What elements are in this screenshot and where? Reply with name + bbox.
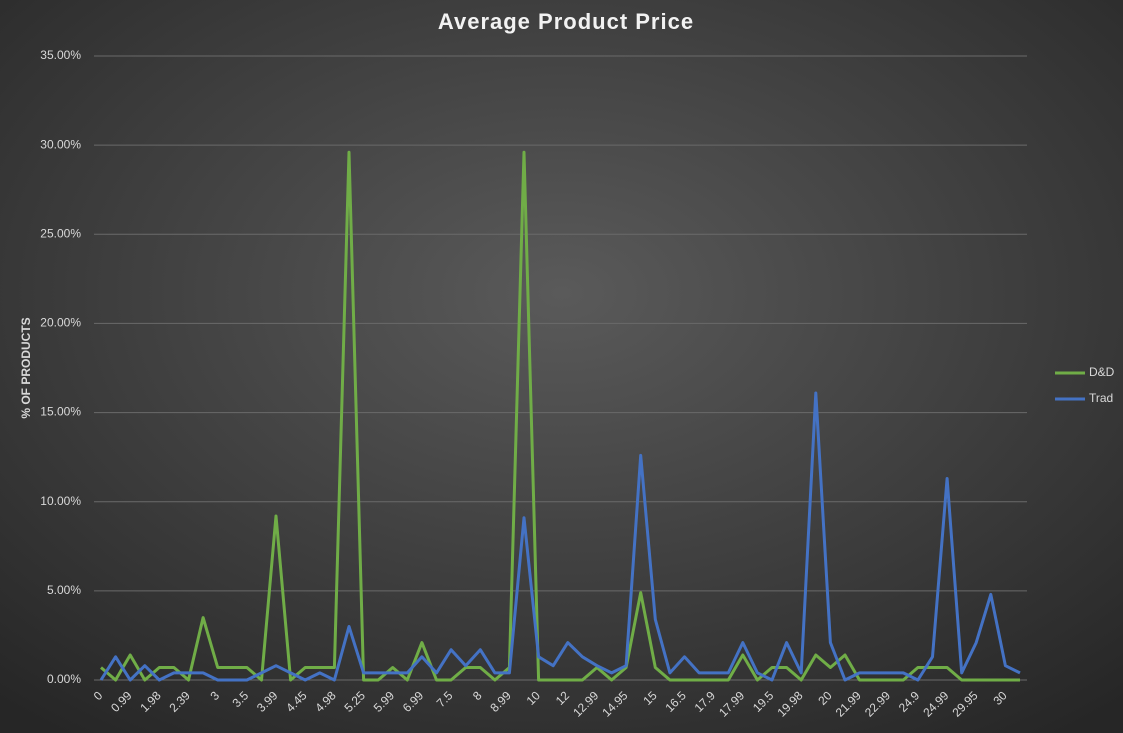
chart-title: Average Product Price bbox=[438, 9, 694, 34]
y-tick-label: 5.00% bbox=[47, 583, 81, 597]
series-line bbox=[99, 391, 1021, 682]
y-tick-label: 35.00% bbox=[40, 48, 81, 62]
legend-label: Trad bbox=[1089, 391, 1113, 405]
y-tick-label: 25.00% bbox=[40, 226, 81, 240]
legend-label: D&D bbox=[1089, 365, 1115, 379]
y-axis-label: % OF PRODUCTS bbox=[19, 317, 33, 418]
y-tick-label: 30.00% bbox=[40, 137, 81, 151]
y-tick-label: 20.00% bbox=[40, 316, 81, 330]
series-line bbox=[100, 150, 1020, 682]
y-tick-label: 15.00% bbox=[40, 405, 81, 419]
y-tick-label: 10.00% bbox=[40, 494, 81, 508]
y-tick-label: 0.00% bbox=[47, 672, 81, 686]
